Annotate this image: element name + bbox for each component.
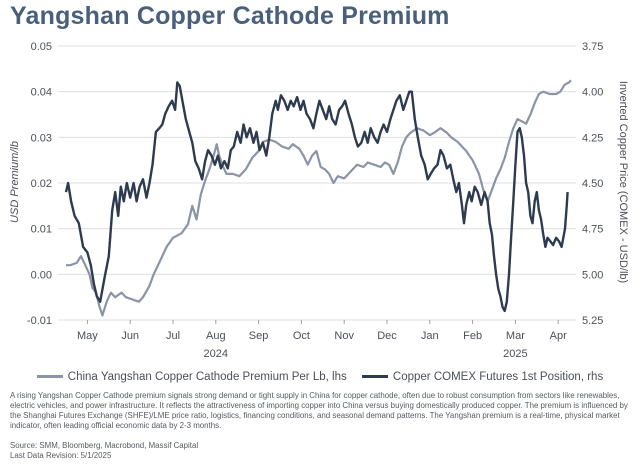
legend: China Yangshan Copper Cathode Premium Pe… bbox=[0, 371, 640, 383]
left-y-tick-label: 0.04 bbox=[31, 87, 52, 99]
left-y-tick-label: -0.01 bbox=[27, 315, 52, 327]
revision-text: Last Data Revision: 5/1/2025 bbox=[10, 451, 112, 460]
legend-label-premium: China Yangshan Copper Cathode Premium Pe… bbox=[67, 371, 347, 383]
x-tick-label: Jan bbox=[421, 330, 439, 342]
x-tick-label: Feb bbox=[463, 330, 482, 342]
year-label: 2025 bbox=[503, 348, 527, 360]
left-y-tick-label: 0.02 bbox=[31, 178, 52, 190]
legend-item-copper: Copper COMEX Futures 1st Position, rhs bbox=[361, 371, 604, 383]
gridlines bbox=[58, 45, 576, 321]
left-y-tick-label: 0.05 bbox=[31, 41, 52, 53]
premium-series-line bbox=[66, 79, 572, 317]
x-tick-label: Nov bbox=[334, 330, 354, 342]
x-tick-label: Apr bbox=[550, 330, 567, 342]
x-tick-label: Sep bbox=[249, 330, 269, 342]
left-y-tick-label: 0.01 bbox=[31, 224, 52, 236]
right-y-tick-label: 5.25 bbox=[582, 315, 603, 327]
x-tick-label: May bbox=[77, 330, 98, 342]
right-y-tick-label: 5.00 bbox=[582, 269, 603, 281]
series-lines bbox=[64, 79, 572, 317]
right-y-tick-label: 4.00 bbox=[582, 87, 603, 99]
legend-swatch-copper bbox=[361, 375, 388, 379]
right-y-axis-label: Inverted Copper Price (COMEX - USD/lb) bbox=[617, 81, 629, 283]
source-text: Source: SMM, Bloomberg, Macrobond, Massi… bbox=[10, 441, 199, 450]
right-y-axis: 3.75 4.00 4.25 4.50 4.75 5.00 5.25 bbox=[582, 41, 603, 327]
x-tick-label: Aug bbox=[206, 330, 226, 342]
left-y-tick-label: 0.00 bbox=[31, 269, 52, 281]
chart-note: A rising Yangshan Copper Cathode premium… bbox=[10, 391, 628, 430]
year-label: 2024 bbox=[204, 348, 228, 360]
chart-title: Yangshan Copper Cathode Premium bbox=[10, 2, 450, 30]
x-tick-label: Jul bbox=[166, 330, 180, 342]
right-y-tick-label: 4.75 bbox=[582, 224, 603, 236]
right-y-tick-label: 4.50 bbox=[582, 178, 603, 190]
x-axis: May Jun Jul Aug Sep Oct Nov Dec Jan Feb Mar Apr 2024… bbox=[77, 320, 567, 360]
source-block: Source: SMM, Bloomberg, Macrobond, Massi… bbox=[10, 441, 198, 461]
left-y-axis-label: USD Premium/lb bbox=[9, 141, 21, 223]
x-tick-label: Mar bbox=[506, 330, 525, 342]
line-chart: -0.01 0.00 0.01 0.02 0.03 0.04 0.05 3.75 4.00 4.… bbox=[9, 41, 629, 360]
right-y-tick-label: 3.75 bbox=[582, 41, 603, 53]
x-tick-label: Jun bbox=[121, 330, 139, 342]
left-y-axis: -0.01 0.00 0.01 0.02 0.03 0.04 0.05 bbox=[27, 41, 52, 327]
copper-series-line bbox=[64, 81, 569, 313]
legend-item-premium: China Yangshan Copper Cathode Premium Pe… bbox=[36, 371, 347, 383]
x-tick-label: Dec bbox=[377, 330, 397, 342]
right-y-tick-label: 4.25 bbox=[582, 132, 603, 144]
legend-label-copper: Copper COMEX Futures 1st Position, rhs bbox=[392, 371, 604, 383]
x-tick-label: Oct bbox=[293, 330, 310, 342]
legend-swatch-premium bbox=[36, 375, 63, 379]
left-y-tick-label: 0.03 bbox=[31, 132, 52, 144]
